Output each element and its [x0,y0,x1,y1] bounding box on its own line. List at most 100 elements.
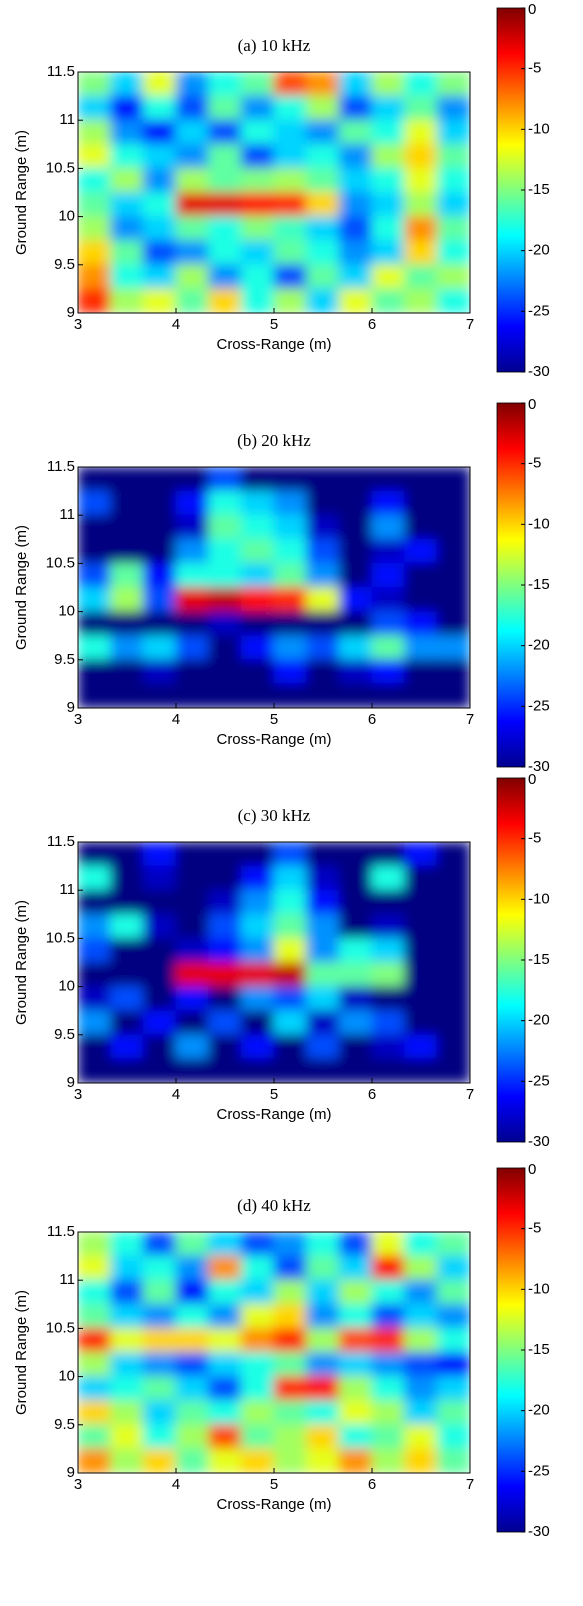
heat-cell [175,1424,210,1450]
heat-cell [306,1448,340,1473]
x-tick-label: 7 [466,1086,474,1103]
heat-cell [306,1327,340,1353]
heat-cell [240,288,275,313]
heat-cell [436,1010,470,1036]
heat-cell [110,514,144,540]
heat-cell [404,1255,438,1281]
heat-cell [175,659,210,685]
heat-cell [175,913,210,939]
heat-cell [273,288,308,313]
colorbar-tick-label: 0 [528,396,536,413]
heat-cell [78,986,112,1012]
heat-cell [338,913,373,939]
heat-cell [240,683,275,708]
heat-cell [371,611,406,637]
heat-cell [78,216,112,242]
heat-cell [371,95,406,121]
heat-cell [371,1232,406,1257]
x-tick-label: 3 [74,711,82,728]
heat-cell [273,562,308,588]
heat-cell [371,490,406,516]
heatmap [78,1232,470,1473]
heat-cell [142,1424,177,1450]
heat-cell [404,1424,438,1450]
heat-cell [436,72,470,97]
heat-cell [78,937,112,963]
heat-cell [208,167,242,193]
colorbar-tick-label: -15 [528,951,550,968]
heat-cell [110,264,144,290]
y-tick-label: 10.5 [46,159,75,176]
colorbar-tick-label: -20 [528,1012,550,1029]
colorbar [496,7,526,373]
heat-cell [175,1376,210,1402]
heat-cell [371,1352,406,1378]
heat-cell [371,216,406,242]
heat-cell [306,1424,340,1450]
y-tick-label: 11 [59,111,75,128]
heat-cell [240,192,275,218]
y-axis-label: Ground Range (m) [13,525,30,650]
heat-cell [436,119,470,145]
heat-cell [371,1400,406,1426]
heat-cell [436,1232,470,1257]
heat-cell [142,1010,177,1036]
heat-cell [110,611,144,637]
heat-cell [142,683,177,708]
heat-cell [78,1352,112,1378]
y-tick-label: 9 [67,699,75,716]
heat-cell [240,562,275,588]
heat-cell [175,1058,210,1083]
colorbar-tick-label: -25 [528,1462,550,1479]
heat-cell [110,1424,144,1450]
y-tick-label: 9 [67,304,75,321]
heat-cell [175,1448,210,1473]
x-tick-label: 5 [270,711,278,728]
heat-cell [142,1034,177,1060]
heat-cell [110,962,144,988]
heat-cell [110,1352,144,1378]
heat-cell [240,1279,275,1305]
colorbar-tick-label: -30 [528,363,550,380]
heat-cell [273,1424,308,1450]
heat-cell [306,143,340,169]
colorbar-tick-label: -5 [528,455,541,472]
heat-cell [273,1448,308,1473]
heat-cell [404,962,438,988]
heat-cell [208,264,242,290]
heat-cell [78,1400,112,1426]
heat-cell [338,937,373,963]
heat-cell [78,587,112,613]
heat-cell [208,216,242,242]
heat-cell [404,264,438,290]
heat-cell [110,538,144,564]
heat-cell [208,288,242,313]
heat-cell [306,490,340,516]
colorbar-tick-label: -30 [528,1133,550,1150]
heat-cell [208,1010,242,1036]
colorbar [496,777,526,1143]
x-tick-label: 7 [466,711,474,728]
heat-cell [208,562,242,588]
heat-cell [110,119,144,145]
y-tick-label: 11 [59,506,75,523]
heat-cell [436,889,470,915]
heat-cell [208,1376,242,1402]
heat-cell [240,143,275,169]
heat-cell [436,986,470,1012]
heat-cell [78,1424,112,1450]
colorbar-tick-label: -20 [528,637,550,654]
heat-cell [338,1376,373,1402]
heat-cell [240,587,275,613]
y-axis-label: Ground Range (m) [13,1290,30,1415]
y-tick-label: 11.5 [47,833,75,850]
heat-cell [306,842,340,867]
y-tick-label: 10.5 [46,929,75,946]
heat-cell [110,288,144,313]
heat-cell [78,562,112,588]
heat-cell [78,514,112,540]
heat-cell [273,192,308,218]
heat-cell [273,538,308,564]
colorbar-tick-label: -10 [528,120,550,137]
heat-cell [110,913,144,939]
